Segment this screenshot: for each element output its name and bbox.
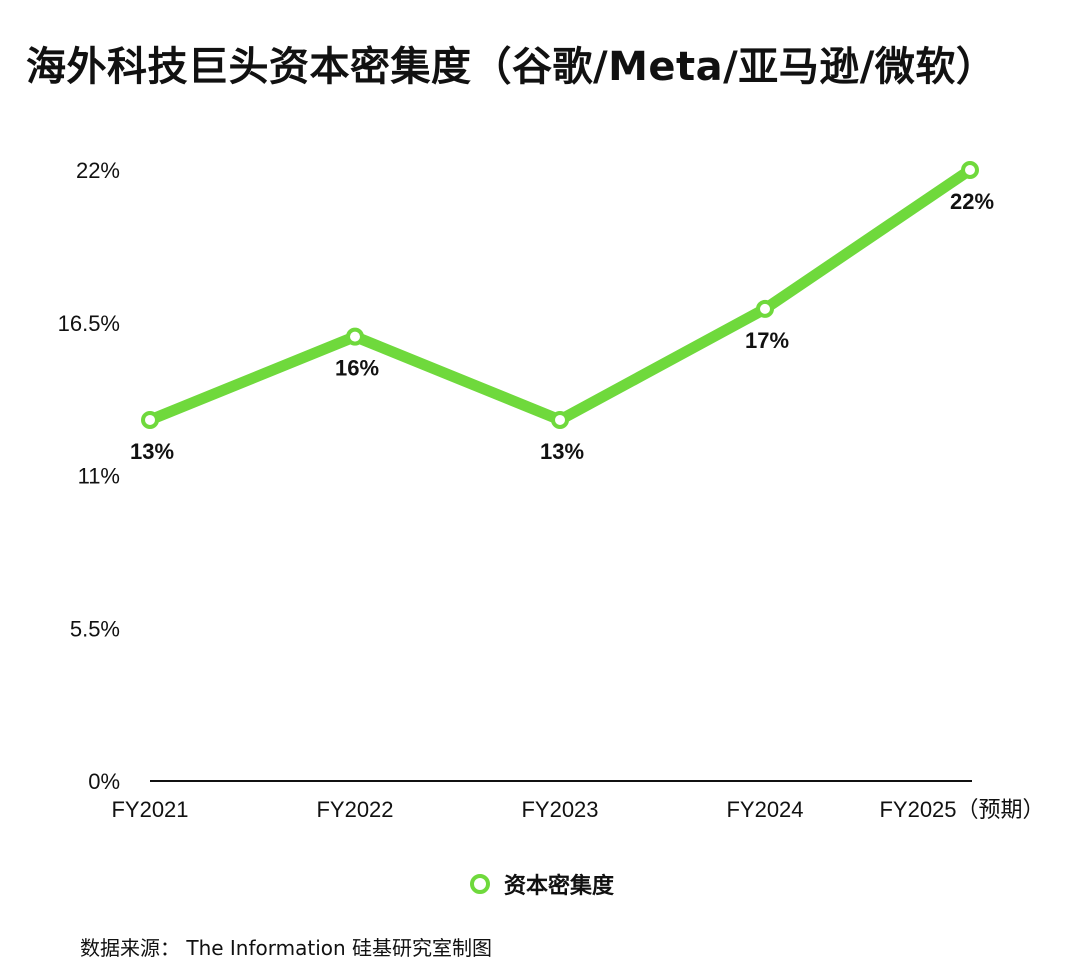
legend-circle-icon bbox=[470, 874, 490, 894]
x-tick-label: FY2025（预期） bbox=[879, 797, 1044, 822]
legend: 资本密集度 bbox=[470, 868, 614, 900]
y-tick-label: 22% bbox=[76, 158, 120, 183]
chart-title: 海外科技巨头资本密集度（谷歌/Meta/亚马逊/微软） bbox=[26, 44, 997, 90]
data-label: 16% bbox=[335, 356, 379, 381]
x-tick-label: FY2022 bbox=[316, 797, 393, 822]
data-point-marker bbox=[961, 161, 979, 179]
x-tick-label: FY2021 bbox=[111, 797, 188, 822]
data-label: 13% bbox=[540, 439, 584, 464]
y-tick-label: 11% bbox=[78, 464, 120, 489]
series-line bbox=[144, 164, 976, 426]
source-note: 数据来源： The Information 硅基研究室制图 bbox=[80, 936, 493, 960]
data-label: 17% bbox=[745, 328, 789, 353]
y-tick-label: 5.5% bbox=[70, 616, 120, 641]
data-label: 22% bbox=[950, 189, 994, 214]
data-point-marker bbox=[141, 410, 159, 429]
y-tick-label: 0% bbox=[88, 769, 120, 794]
data-label: 13% bbox=[130, 439, 174, 464]
x-tick-label: FY2024 bbox=[726, 797, 803, 822]
x-tick-label: FY2023 bbox=[521, 797, 598, 822]
y-tick-label: 16.5% bbox=[58, 311, 120, 336]
data-point-marker bbox=[756, 299, 774, 318]
legend-label: 资本密集度 bbox=[504, 874, 615, 899]
data-point-marker bbox=[551, 410, 569, 429]
data-point-marker bbox=[346, 327, 364, 346]
